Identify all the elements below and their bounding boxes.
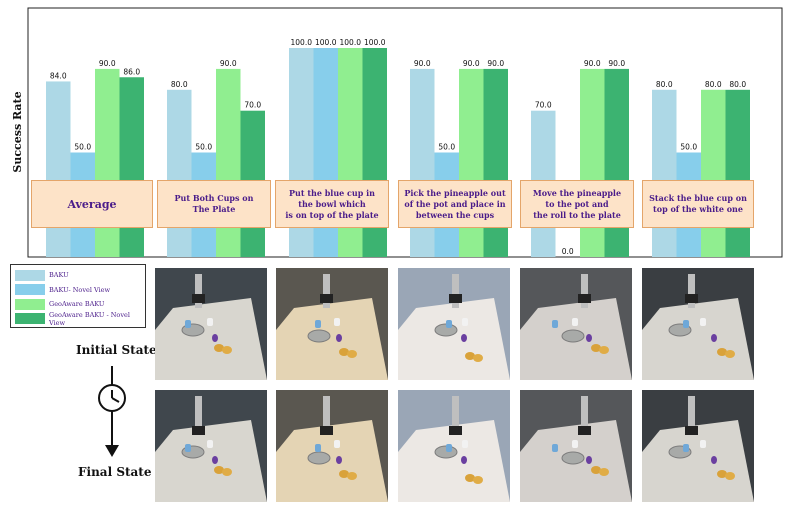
legend-swatch-2 bbox=[15, 298, 45, 310]
bar-4-3 bbox=[604, 68, 629, 258]
bar-1-0 bbox=[167, 89, 192, 257]
data-label-2-3: 100.0 bbox=[364, 38, 386, 47]
data-label-1-3: 70.0 bbox=[244, 101, 261, 110]
chart-svg: Success Rate 84.0 80.0 100.0 90.0 70.0 80.0 50.… bbox=[11, 7, 783, 258]
legend-swatch-1 bbox=[15, 284, 45, 296]
data-label-3-3: 90.0 bbox=[487, 59, 504, 68]
data-label-1-1: 50.0 bbox=[195, 143, 212, 152]
data-label-2-0: 100.0 bbox=[291, 38, 313, 47]
final-state-label: Final State bbox=[78, 465, 152, 479]
legend-swatch-0 bbox=[15, 269, 45, 281]
data-label-5-3: 80.0 bbox=[729, 80, 746, 89]
data-label-0-2: 90.0 bbox=[99, 59, 116, 68]
bar-3-2 bbox=[459, 68, 484, 258]
bar-5-0 bbox=[652, 89, 677, 257]
initial-scene-photo-2 bbox=[276, 268, 388, 380]
initial-scene-photo-5 bbox=[642, 268, 754, 380]
bar-4-2 bbox=[580, 68, 605, 258]
data-label-1-0: 80.0 bbox=[171, 80, 188, 89]
final-scene-photo-5 bbox=[642, 390, 754, 502]
data-label-4-2: 90.0 bbox=[584, 59, 601, 68]
y-axis-label: Success Rate bbox=[11, 91, 24, 172]
data-label-2-1: 100.0 bbox=[315, 38, 337, 47]
final-scene-photo-4 bbox=[520, 390, 632, 502]
bar-0-0 bbox=[46, 81, 71, 257]
initial-state-label: Initial State bbox=[76, 343, 157, 357]
data-label-0-0: 84.0 bbox=[50, 71, 67, 80]
task-label-5: Stack the blue cup on top of the white o… bbox=[642, 180, 754, 228]
data-label-0-3: 86.0 bbox=[123, 67, 140, 76]
data-label-5-0: 80.0 bbox=[656, 80, 673, 89]
clock-arrow-icon bbox=[92, 366, 132, 461]
data-label-3-2: 90.0 bbox=[463, 59, 480, 68]
legend-label-2: GeoAware BAKU bbox=[49, 300, 105, 309]
bar-1-2 bbox=[216, 68, 241, 258]
data-label-3-0: 90.0 bbox=[414, 59, 431, 68]
task-label-1: Put Both Cups on The Plate bbox=[157, 180, 271, 228]
legend-swatch-3 bbox=[15, 313, 45, 325]
legend-label-3: GeoAware BAKU - Novel View bbox=[49, 310, 130, 327]
task-label-4: Move the pineapple to the pot and the ro… bbox=[520, 180, 634, 228]
bar-0-2 bbox=[95, 68, 120, 258]
success-rate-chart: Success Rate 84.0 80.0 100.0 90.0 70.0 80.0 50.… bbox=[11, 7, 783, 258]
task-label-0: Average bbox=[31, 180, 153, 228]
legend-item-0: BAKU bbox=[15, 268, 141, 283]
data-label-4-3: 90.0 bbox=[608, 59, 625, 68]
initial-scene-photo-4 bbox=[520, 268, 632, 380]
final-scene-photo-2 bbox=[276, 390, 388, 502]
legend-item-1: BAKU- Novel View bbox=[15, 283, 141, 298]
data-label-3-1: 50.0 bbox=[438, 143, 455, 152]
bar-3-0 bbox=[410, 68, 435, 258]
bar-3-3 bbox=[483, 68, 508, 258]
legend-label-0: BAKU bbox=[49, 271, 69, 280]
data-label-5-1: 50.0 bbox=[680, 143, 697, 152]
data-label-4-0: 70.0 bbox=[535, 101, 552, 110]
legend-item-2: GeoAware BAKU bbox=[15, 297, 141, 312]
legend-label-1: BAKU- Novel View bbox=[49, 285, 111, 294]
legend-item-3: GeoAware BAKU - Novel View bbox=[15, 310, 141, 327]
legend: BAKU BAKU- Novel View GeoAware BAKU GeoAwar… bbox=[10, 264, 146, 328]
final-scene-photo-1 bbox=[155, 390, 267, 502]
data-label-4-1: 0.0 bbox=[562, 247, 574, 256]
data-label-2-2: 100.0 bbox=[340, 38, 362, 47]
bar-0-3 bbox=[119, 77, 144, 257]
final-scene-photo-3 bbox=[398, 390, 510, 502]
data-label-5-2: 80.0 bbox=[705, 80, 722, 89]
initial-scene-photo-3 bbox=[398, 268, 510, 380]
bar-5-3 bbox=[725, 89, 750, 257]
data-label-0-1: 50.0 bbox=[74, 143, 91, 152]
task-label-3: Pick the pineapple out of the pot and pl… bbox=[398, 180, 512, 228]
task-label-2: Put the blue cup in the bowl which is on… bbox=[275, 180, 389, 228]
initial-scene-photo-1 bbox=[155, 268, 267, 380]
data-label-1-2: 90.0 bbox=[220, 59, 237, 68]
bar-5-2 bbox=[701, 89, 726, 257]
